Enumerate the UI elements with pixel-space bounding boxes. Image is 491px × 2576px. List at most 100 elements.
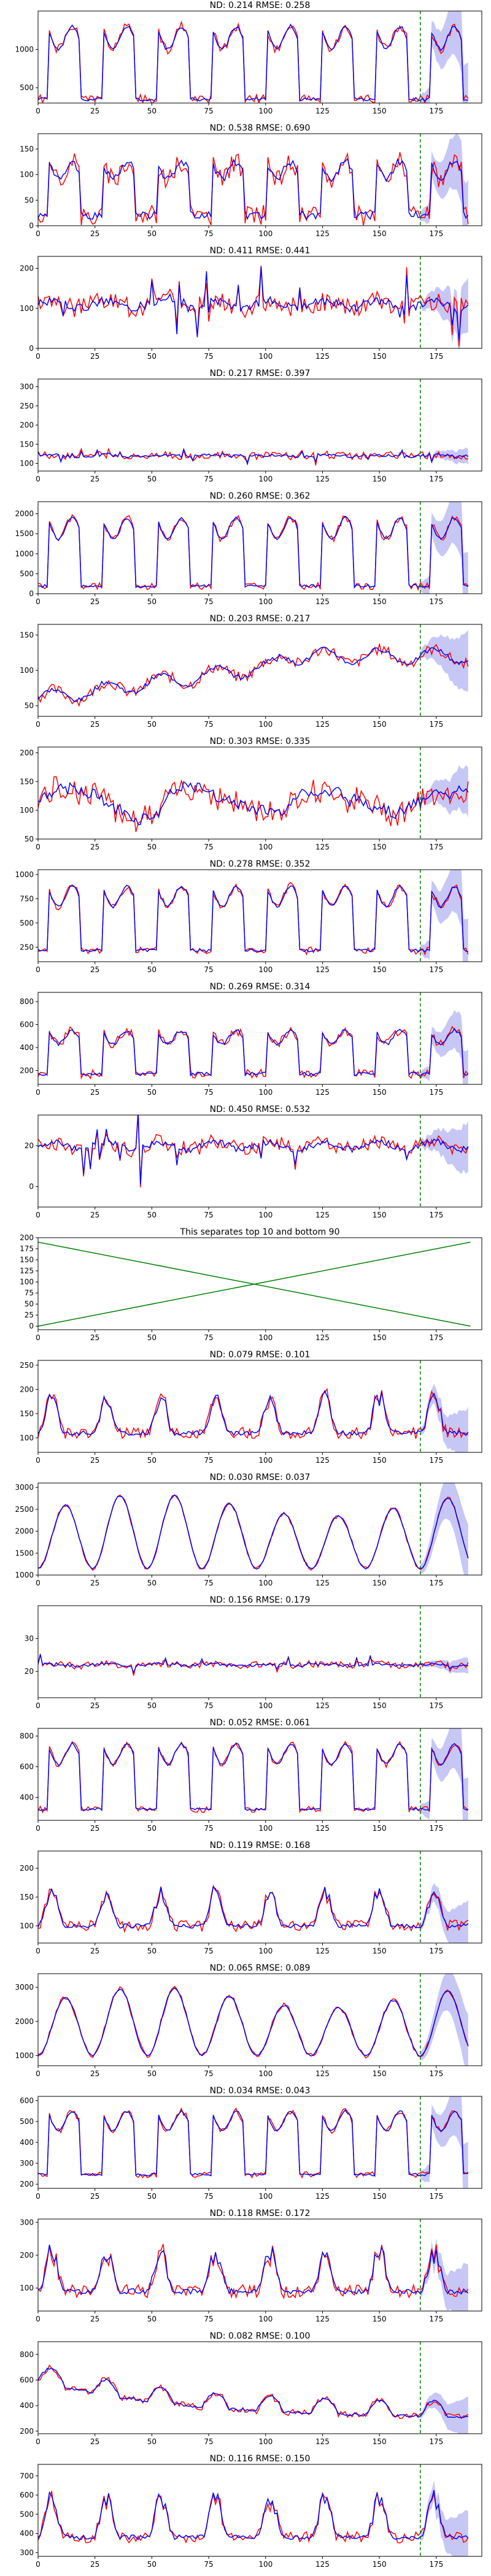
y-tick-label: 150 [20, 1893, 34, 1901]
actual-series [38, 1387, 469, 1440]
y-tick-label: 750 [20, 894, 34, 903]
y-tick-label: 400 [20, 2138, 34, 2147]
x-tick-label: 25 [90, 1211, 99, 1219]
forecast-series [38, 23, 468, 102]
axes-frame [37, 1605, 482, 1698]
x-tick-label: 75 [204, 107, 213, 115]
y-tick-label: 200 [20, 1385, 34, 1393]
plot-area [38, 1115, 469, 1207]
y-tick-label: 1000 [15, 45, 34, 54]
x-tick-label: 175 [429, 107, 443, 115]
forecast-series [38, 2490, 469, 2540]
x-tick-label: 50 [147, 1947, 157, 1955]
x-tick-label: 75 [204, 2437, 213, 2446]
y-tick-label: 500 [20, 2510, 34, 2518]
x-tick-label: 25 [90, 1947, 99, 1955]
plot-area [38, 134, 469, 226]
y-tick-label: 600 [20, 2376, 34, 2385]
x-tick-label: 0 [36, 597, 41, 606]
x-tick-label: 175 [429, 1333, 443, 1342]
forecast-series [38, 1987, 469, 2057]
subplot-11: This separates top 10 and bottom 90 0 25 50… [20, 1227, 482, 1342]
x-tick-label: 175 [429, 2192, 443, 2201]
x-tick-label: 125 [315, 229, 330, 238]
prediction-band [420, 2480, 468, 2556]
y-tick-label: 2500 [15, 1505, 34, 1514]
x-tick-label: 100 [258, 1824, 273, 1833]
y-tick-label: 250 [20, 943, 34, 951]
plot-area [38, 2464, 469, 2556]
x-tick-label: 100 [258, 2437, 273, 2446]
x-tick-label: 175 [429, 352, 443, 361]
x-tick-label: 175 [429, 1824, 443, 1833]
forecast-series [38, 2109, 468, 2177]
subplot-title: ND: 0.119 RMSE: 0.168 [210, 1841, 311, 1850]
x-tick-label: 175 [429, 1088, 443, 1097]
plot-area [38, 502, 469, 594]
y-tick-label: 50 [25, 702, 34, 710]
x-tick-label: 0 [36, 352, 41, 361]
axes-frame [37, 746, 482, 840]
x-tick-label: 175 [429, 843, 443, 851]
y-tick-label: 1000 [15, 550, 34, 558]
subplot-4: ND: 0.217 RMSE: 0.397 0 25 50 75 100 125 150 175… [20, 369, 482, 483]
subplot-18: ND: 0.034 RMSE: 0.043 0 25 50 75 100 125 150 175… [20, 2086, 482, 2201]
axes-frame [37, 1360, 482, 1453]
y-tick-label: 200 [20, 264, 34, 273]
forecast-series [38, 1495, 469, 1570]
x-tick-label: 0 [36, 1579, 41, 1587]
x-tick-label: 50 [147, 2315, 157, 2323]
x-tick-label: 150 [373, 597, 387, 606]
x-tick-label: 125 [315, 843, 330, 851]
y-tick-label: 1000 [15, 870, 34, 879]
y-tick-label: 200 [20, 1233, 34, 1242]
y-tick-label: 3000 [15, 1483, 34, 1492]
subplot-10: ND: 0.450 RMSE: 0.532 0 25 50 75 100 125 150 175… [25, 1105, 482, 1219]
subplot-title: ND: 0.260 RMSE: 0.362 [210, 491, 311, 501]
x-tick-label: 150 [373, 2437, 387, 2446]
axes-frame [37, 1973, 482, 2066]
y-tick-label: 300 [20, 2159, 34, 2168]
axes-frame [37, 1114, 482, 1208]
plot-area [38, 2219, 469, 2311]
y-tick-label: 0 [29, 1322, 34, 1330]
y-tick-label: 150 [20, 145, 34, 153]
y-tick-label: 150 [20, 777, 34, 786]
x-tick-label: 100 [258, 2560, 273, 2569]
x-tick-label: 0 [36, 2192, 41, 2201]
x-tick-label: 150 [373, 1824, 387, 1833]
x-tick-label: 125 [315, 475, 330, 483]
x-tick-label: 0 [36, 2069, 41, 2078]
y-tick-label: 100 [20, 459, 34, 468]
x-tick-label: 50 [147, 229, 157, 238]
x-tick-label: 100 [258, 229, 273, 238]
subplot-5: ND: 0.260 RMSE: 0.362 0 25 50 75 100 125 150 175… [15, 491, 482, 606]
y-tick-label: 150 [20, 631, 34, 639]
subplot-2: ND: 0.538 RMSE: 0.690 0 25 50 75 100 125 150 175… [20, 123, 482, 238]
y-tick-label: 200 [20, 2180, 34, 2188]
y-tick-label: 600 [20, 1021, 34, 1029]
plot-area [38, 256, 469, 348]
plot-area [38, 1851, 469, 1943]
x-tick-label: 125 [315, 2560, 330, 2569]
x-tick-label: 125 [315, 2315, 330, 2323]
plot-area [38, 2096, 469, 2188]
y-tick-label: 100 [20, 171, 34, 179]
axes-frame [37, 378, 482, 472]
x-tick-label: 175 [429, 597, 443, 606]
y-tick-label: 700 [20, 2472, 34, 2480]
x-tick-label: 75 [204, 1947, 213, 1955]
prediction-band [420, 630, 468, 692]
plot-area [38, 1360, 469, 1452]
y-tick-label: 250 [20, 1361, 34, 1370]
x-tick-label: 175 [429, 229, 443, 238]
prediction-band [420, 1121, 468, 1175]
y-tick-label: 100 [20, 2284, 34, 2293]
y-tick-label: 0 [29, 344, 34, 353]
x-tick-label: 50 [147, 2437, 157, 2446]
plot-area [38, 1974, 469, 2066]
x-tick-label: 175 [429, 1701, 443, 1710]
actual-series [38, 1494, 469, 1571]
subplot-6: ND: 0.203 RMSE: 0.217 0 25 50 75 100 125 150 175… [20, 614, 482, 729]
x-tick-label: 125 [315, 1088, 330, 1097]
